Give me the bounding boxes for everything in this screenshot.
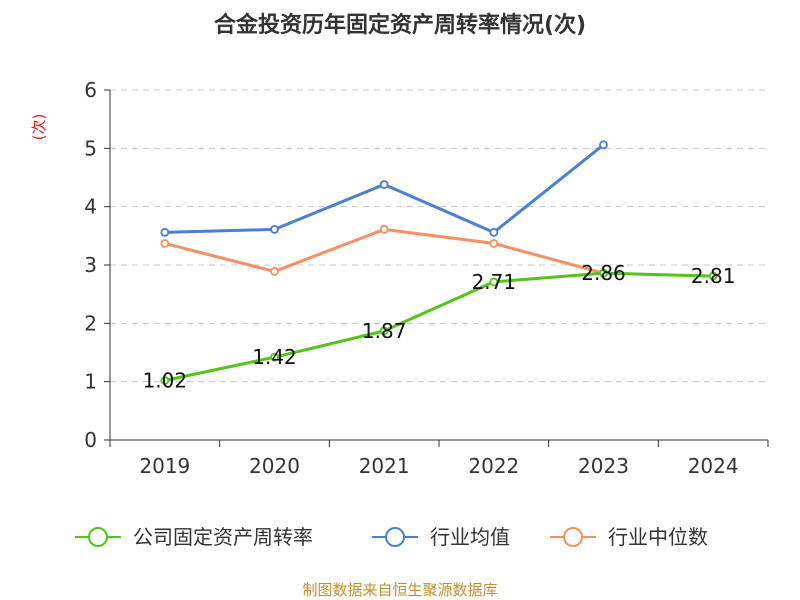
y-axis-label: (次) bbox=[30, 114, 48, 141]
data-point bbox=[379, 326, 389, 336]
data-point bbox=[160, 227, 170, 237]
data-point bbox=[160, 239, 170, 248]
data-point bbox=[708, 271, 718, 281]
legend-marker-icon bbox=[88, 527, 108, 547]
x-tick-label: 2021 bbox=[359, 454, 410, 478]
chart-title: 合金投资历年固定资产周转率情况(次) bbox=[214, 12, 586, 38]
data-point bbox=[489, 277, 499, 287]
data-point bbox=[270, 267, 279, 276]
x-tick-label: 2019 bbox=[139, 454, 190, 478]
data-point bbox=[489, 239, 499, 248]
series-line-0 bbox=[164, 271, 714, 382]
legend-marker-icon bbox=[563, 527, 583, 547]
x-tick-label: 2022 bbox=[468, 454, 519, 478]
data-point bbox=[270, 352, 279, 362]
legend-marker-icon bbox=[385, 527, 405, 547]
y-tick-label: 2 bbox=[84, 311, 97, 335]
axes: 0 1 2 3 4 5 6 2019 2020 2021 2022 2023 2024 bbox=[84, 78, 769, 478]
data-point bbox=[599, 268, 608, 278]
data-label: 2.81 bbox=[691, 264, 736, 288]
series-group bbox=[160, 140, 718, 385]
legend-label: 公司固定资产周转率 bbox=[133, 525, 313, 549]
series-line-2 bbox=[164, 227, 604, 275]
data-point bbox=[379, 225, 389, 234]
x-tick-label: 2024 bbox=[688, 454, 739, 478]
data-label: 2.86 bbox=[581, 261, 626, 285]
x-tick-label: 2020 bbox=[249, 454, 300, 478]
y-tick-label: 1 bbox=[84, 370, 97, 394]
data-point bbox=[489, 227, 499, 237]
data-label: 1.02 bbox=[143, 369, 188, 393]
y-tick-label: 5 bbox=[84, 136, 97, 160]
data-label: 1.87 bbox=[362, 319, 407, 343]
y-tick-label: 3 bbox=[84, 253, 97, 277]
data-point bbox=[160, 376, 170, 385]
source-note: 制图数据来自恒生聚源数据库 bbox=[302, 581, 497, 599]
legend: 公司固定资产周转率 行业均值 行业中位数 bbox=[75, 525, 708, 549]
data-point bbox=[270, 225, 279, 234]
legend-label: 行业均值 bbox=[430, 525, 510, 549]
y-tick-label: 0 bbox=[84, 428, 97, 452]
legend-label: 行业中位数 bbox=[608, 525, 708, 549]
data-point bbox=[379, 180, 389, 189]
data-labels: 1.02 1.42 1.87 2.71 2.86 2.81 bbox=[143, 261, 736, 392]
x-tick-label: 2023 bbox=[578, 454, 629, 478]
y-tick-label: 4 bbox=[84, 195, 97, 219]
y-tick-label: 6 bbox=[84, 78, 97, 102]
data-label: 1.42 bbox=[252, 345, 297, 369]
data-point bbox=[599, 140, 608, 150]
data-label: 2.71 bbox=[472, 270, 517, 294]
